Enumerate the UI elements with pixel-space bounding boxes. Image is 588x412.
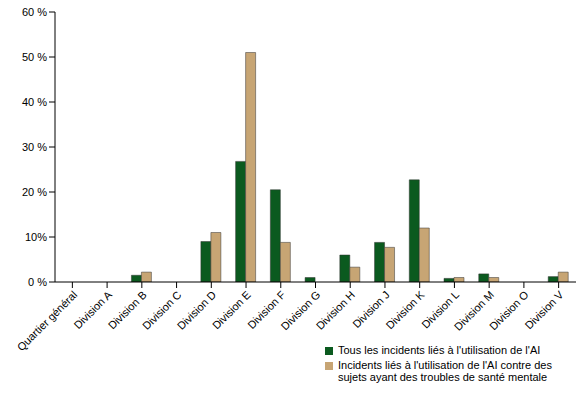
svg-text:Division F: Division F	[245, 288, 288, 332]
svg-text:Division G: Division G	[278, 288, 323, 333]
svg-text:Division C: Division C	[140, 288, 184, 332]
html-text:Tous les incidents liés à l'ut: Tous les incidents liés à l'utilisation …	[338, 344, 541, 356]
svg-text:50 %: 50 %	[22, 51, 47, 63]
svg-text:Division O: Division O	[486, 288, 531, 333]
svg-text:Division J: Division J	[350, 288, 392, 331]
svg-text:Quartier général: Quartier général	[15, 288, 80, 353]
svg-text:60 %: 60 %	[22, 6, 47, 18]
html-text:Incidents liés à l'utilisation: Incidents liés à l'utilisation de l'AI c…	[338, 359, 552, 383]
svg-text:Division D: Division D	[174, 288, 219, 332]
svg-text:Division K: Division K	[383, 288, 427, 332]
svg-text:10%: 10%	[25, 231, 47, 243]
svg-text:Division B: Division B	[105, 288, 149, 332]
svg-text:Division H: Division H	[314, 288, 358, 332]
svg-text:Division V: Division V	[523, 288, 567, 332]
svg-text:Division M: Division M	[451, 288, 497, 333]
svg-text:30 %: 30 %	[22, 141, 47, 153]
svg-text:Division E: Division E	[209, 288, 253, 332]
svg-text:20 %: 20 %	[22, 186, 47, 198]
svg-text:Division A: Division A	[71, 288, 114, 332]
svg-text:Division L: Division L	[419, 288, 462, 331]
svg-text:0 %: 0 %	[28, 276, 47, 288]
svg-text:40 %: 40 %	[22, 96, 47, 108]
